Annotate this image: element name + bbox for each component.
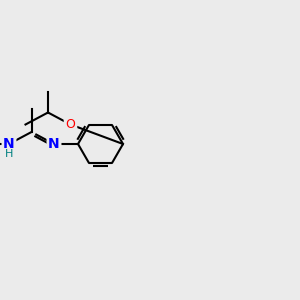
Text: H: H: [5, 148, 13, 159]
Text: N: N: [48, 137, 60, 151]
Text: O: O: [66, 118, 75, 131]
Text: N: N: [3, 137, 15, 151]
